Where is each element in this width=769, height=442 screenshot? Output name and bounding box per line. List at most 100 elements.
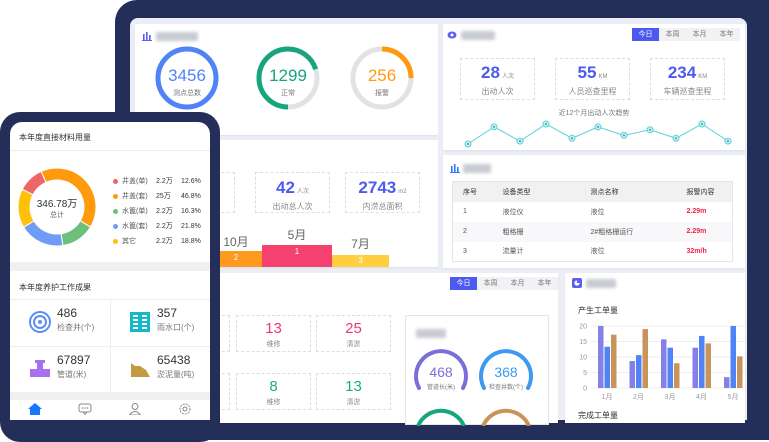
legend-dot [113, 223, 118, 229]
chart-title: 完成工单量 [578, 411, 618, 420]
tab-week[interactable]: 本周 [659, 28, 686, 41]
panel-title-blurred [156, 32, 198, 41]
repair-count-box: 13 维修 [236, 315, 311, 352]
divider [110, 299, 111, 393]
y-tick-label: 15 [579, 339, 587, 346]
alarm-table: 序号 设备类型 测点名称 报警内容 1 液位仪 液位 2.29m 2 粗格栅 2#粗格栅运行… [452, 181, 733, 262]
y-tick-label: 10 [579, 355, 587, 362]
subpanel-title-blurred [416, 329, 446, 338]
panel-title-blurred [461, 31, 495, 40]
dredge-count-box: 13 清淤 [316, 373, 391, 410]
dredge-panel: 42 人次 出动总人次 2743 m2 内涝总面积 2 10月 1 5月 3 7月 [195, 140, 438, 267]
repair-count-box: 8 维修 [236, 373, 311, 410]
panel-title-blurred [586, 279, 616, 288]
manhole-icon [29, 311, 51, 333]
materials-donut-chart [17, 167, 97, 247]
bar [699, 335, 705, 388]
phone-screen: 本年度直接材料用量 346.78万 总计 井盖(单) 2.2万 12.6% 井盖(套)… [10, 122, 210, 420]
tab-month[interactable]: 本月 [504, 277, 531, 290]
work-order-panel: 产生工单量 0 5 10 15 20 1月 2月 3月 4月 5月 完成工单量 [565, 273, 745, 423]
rank-month: 7月 [351, 237, 370, 251]
materials-title: 本年度直接材料用量 [19, 133, 91, 142]
maintenance-panel: 今日 本周 本月 本年 13 维修 25 清淤 8 维修 13 清淤 468 管道长(米… [155, 273, 558, 426]
table-cell: 流量计 [502, 248, 524, 256]
bar [642, 329, 648, 388]
tab-today[interactable]: 今日 [450, 277, 477, 290]
tab-user[interactable] [110, 400, 160, 420]
tab-today[interactable]: 今日 [632, 28, 659, 41]
rank-month: 5月 [287, 228, 307, 242]
panel-title-blurred [463, 164, 491, 173]
legend-dot [113, 178, 118, 184]
donut-total: 346.78万 [36, 199, 78, 210]
tab-month[interactable]: 本月 [686, 28, 713, 41]
ring-gauge [256, 46, 320, 110]
stat-box: 42 人次 出动总人次 [255, 172, 330, 213]
chart-title: 产生工单量 [578, 306, 618, 315]
tab-home[interactable] [10, 400, 60, 420]
result-cell[interactable]: 486 检查井(个) [10, 300, 110, 346]
gauge-label: 报警 [375, 90, 389, 97]
table-row[interactable]: 2 粗格栅 2#粗格栅运行 2.29m [452, 221, 733, 242]
pipe-realtime-panel: 3456 测点总数 1299 正常 256 报警 [135, 24, 438, 135]
gauge-value: 1299 [269, 66, 307, 85]
table-cell: 3 [463, 247, 467, 255]
tab-settings[interactable] [160, 400, 210, 420]
table-cell: 2.29m [676, 221, 733, 242]
table-cell: 1 [463, 208, 467, 215]
sludge-icon [131, 363, 150, 377]
legend-dot [113, 193, 118, 199]
results-subpanel: 468 管道长(米) 368 检查井数(个) [405, 315, 549, 426]
bar-chart-icon [142, 32, 152, 41]
rank-bar: 2 [210, 251, 262, 267]
patrol-stat-box: 234 KM 车辆巡查里程 [650, 58, 725, 100]
bar [611, 334, 617, 388]
table-row[interactable]: 3 流量计 液位 32m/h [453, 242, 733, 262]
result-cell[interactable]: 65438 淤泥量(吨) [110, 347, 210, 393]
x-tick-label: 3月 [665, 393, 676, 401]
results-title: 本年度养护工作成果 [19, 283, 91, 292]
bottom-tab-bar [10, 400, 210, 420]
rank-month: 10月 [223, 235, 249, 249]
patrol-panel: 今日 本周 本月 本年 28 人次 出动人次 55 KM 人员巡查里程 234 KM … [443, 24, 745, 150]
x-tick-label: 4月 [696, 393, 707, 401]
bar [724, 377, 730, 388]
table-row[interactable]: 1 液位仪 液位 2.29m [453, 202, 733, 222]
tab-year[interactable]: 本年 [713, 28, 740, 41]
alarm-panel: 序号 设备类型 测点名称 报警内容 1 液位仪 液位 2.29m 2 粗格栅 2#粗格栅运行… [443, 155, 745, 268]
result-cell[interactable]: 357 雨水口(个) [110, 300, 210, 346]
dredge-count-box: 25 清淤 [316, 315, 391, 352]
result-cell[interactable]: 67897 管道(米) [10, 347, 110, 393]
tab-year[interactable]: 本年 [531, 277, 558, 290]
eye-icon [447, 31, 457, 39]
legend-item: 井盖(单) 2.2万 12.6% [113, 176, 201, 186]
table-cell: 液位 [590, 208, 605, 216]
bar-chart-icon [450, 164, 460, 173]
bar [629, 361, 635, 388]
donut-total-label: 总计 [50, 212, 64, 219]
donut-slice [17, 188, 35, 228]
tab-messages[interactable] [60, 400, 110, 420]
bar [667, 347, 673, 388]
bar [636, 355, 642, 388]
bar [598, 326, 604, 388]
bar [661, 339, 667, 388]
donut-slice [22, 220, 64, 247]
message-icon [78, 403, 92, 415]
semi-gauge-arc [414, 349, 468, 390]
x-tick-label: 5月 [728, 393, 739, 401]
semi-gauge-arc [479, 349, 533, 390]
legend-dot [113, 238, 118, 244]
ring-gauge [155, 46, 219, 110]
bar [705, 343, 711, 388]
y-tick-label: 5 [583, 370, 587, 377]
stat-box: 2743 m2 内涝总面积 [345, 172, 420, 213]
table-cell: 2.29m [686, 208, 707, 215]
gauge-arc [155, 46, 219, 110]
trend-title: 近12个月出动人次趋势 [558, 110, 630, 117]
tab-week[interactable]: 本周 [477, 277, 504, 290]
patrol-stat-box: 55 KM 人员巡查里程 [555, 58, 630, 100]
col-header: 测点名称 [580, 181, 677, 202]
rain-inlet-icon [130, 312, 150, 332]
col-header: 序号 [452, 181, 493, 202]
